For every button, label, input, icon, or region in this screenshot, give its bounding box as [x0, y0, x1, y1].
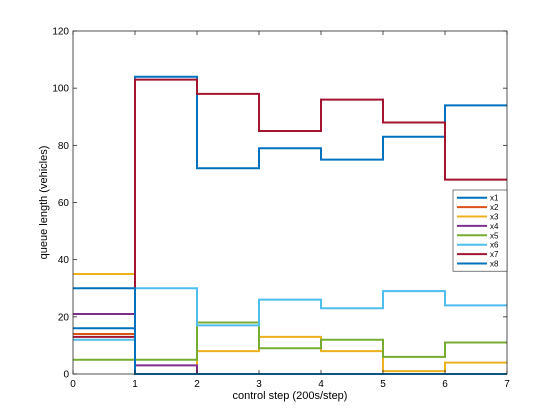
x-axis-label: control step (200s/step)	[233, 390, 348, 402]
x-tick-label: 7	[504, 379, 510, 390]
legend-label-x7: x7	[490, 250, 499, 259]
x-tick-label: 4	[318, 379, 324, 390]
y-axis: 0 20 40 60 80 100 120	[52, 27, 507, 381]
y-tick-label: 40	[58, 255, 70, 266]
legend-label-x8: x8	[490, 260, 499, 269]
legend-label-x3: x3	[490, 213, 499, 222]
series-line-x7	[73, 78, 507, 338]
series-line-x1	[73, 75, 507, 330]
y-axis-label: queue length (vehicles)	[38, 146, 50, 260]
x-tick-label: 5	[380, 379, 386, 390]
y-tick-label: 0	[63, 370, 69, 381]
y-tick-label: 80	[58, 141, 70, 152]
legend-label-x1: x1	[490, 194, 499, 203]
legend-label-x5: x5	[490, 231, 499, 240]
legend-label-x6: x6	[490, 241, 499, 250]
legend-label-x2: x2	[490, 203, 499, 212]
legend-box	[452, 189, 508, 272]
plot-area	[73, 31, 507, 374]
y-tick-label: 120	[52, 27, 69, 38]
x-tick-label: 6	[442, 379, 448, 390]
series-line-x5	[73, 321, 507, 361]
series-line-x6	[73, 287, 507, 341]
x-tick-label: 1	[132, 379, 138, 390]
x-tick-label: 2	[194, 379, 200, 390]
x-tick-label: 0	[70, 379, 76, 390]
y-tick-label: 20	[58, 312, 70, 323]
x-tick-label: 3	[256, 379, 262, 390]
y-tick-label: 100	[52, 84, 69, 95]
x-axis: 0 1 2 3 4 5 6 7	[70, 31, 510, 390]
y-tick-label: 60	[58, 198, 70, 209]
legend-label-x4: x4	[490, 222, 499, 231]
